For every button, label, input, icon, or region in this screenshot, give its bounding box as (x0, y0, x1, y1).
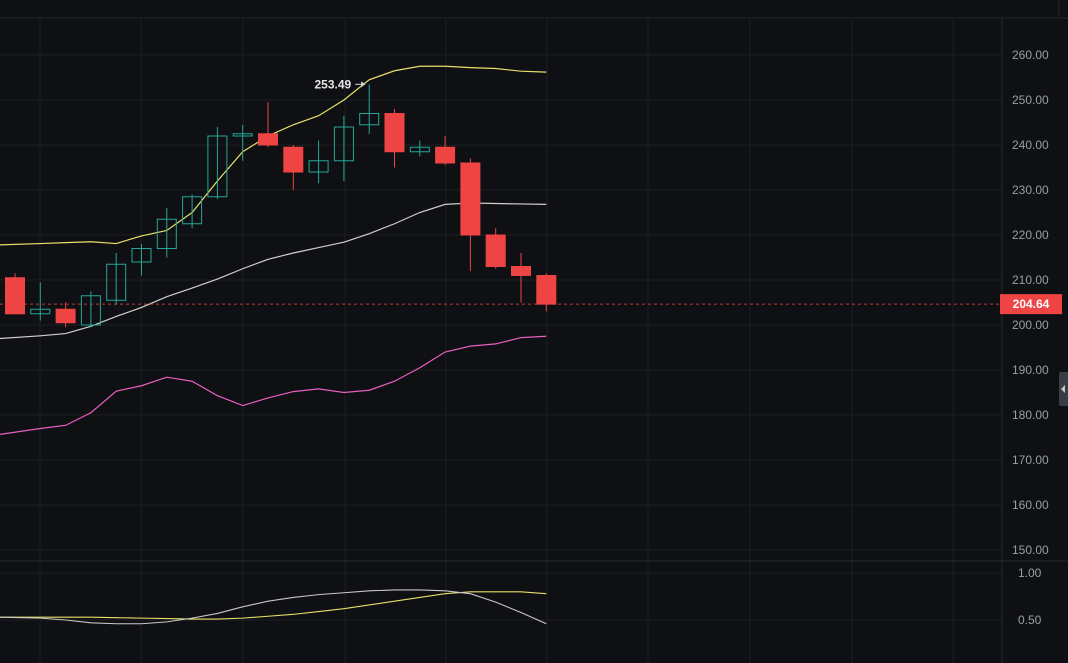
overlay-layer (0, 65, 1002, 435)
candle-body-6 (156, 218, 177, 249)
marker-layer: 253.49 (314, 77, 366, 91)
candle-body-0 (5, 277, 25, 315)
candle-body-21 (536, 275, 557, 305)
overlay-line-1 (0, 202, 547, 340)
candle-body-5 (131, 248, 152, 263)
candle-body-8 (207, 135, 228, 198)
candle-body-4 (106, 263, 127, 301)
candle-body-3 (80, 295, 101, 326)
current-price-label: 204.64 (1013, 297, 1050, 311)
candle-body-19 (485, 234, 506, 267)
price-tick-label: 250.00 (1012, 93, 1049, 107)
max-marker-arrowhead (361, 81, 366, 88)
price-tick-label: 150.00 (1012, 543, 1049, 557)
candle-body-13 (333, 126, 354, 162)
price-tick-label: 170.00 (1012, 453, 1049, 467)
current-price-badge (1000, 294, 1062, 315)
candle-body-11 (283, 146, 304, 173)
candle-body-20 (511, 266, 531, 276)
candle-body-1 (30, 308, 51, 315)
overlay-line-2 (0, 335, 547, 435)
osc-tick-label: 0.50 (1018, 613, 1042, 627)
price-tick-label: 200.00 (1012, 318, 1049, 332)
candle-body-18 (460, 162, 481, 236)
candle-body-7 (182, 196, 203, 225)
osc-tick-label: 1.00 (1018, 566, 1042, 580)
price-tick-label: 240.00 (1012, 138, 1049, 152)
oscillator-line-1 (0, 589, 547, 625)
price-tick-label: 260.00 (1012, 48, 1049, 62)
max-price-label: 253.49 (314, 77, 351, 91)
price-tick-label: 190.00 (1012, 363, 1049, 377)
candle-body-16 (409, 146, 430, 153)
price-tick-label: 210.00 (1012, 273, 1049, 287)
price-axis[interactable]: 260.00 250.00 240.00 230.00 220.00 210.00 200.… (1000, 48, 1062, 627)
price-tick-label: 230.00 (1012, 183, 1049, 197)
candle-body-17 (435, 146, 456, 164)
candle-body-12 (308, 160, 329, 173)
candle-layer (5, 84, 557, 328)
candle-body-15 (384, 113, 405, 153)
candle-body-14 (359, 113, 380, 126)
candle-body-9 (232, 133, 253, 137)
price-tick-label: 180.00 (1012, 408, 1049, 422)
oscillator-layer (0, 589, 547, 625)
candle-body-2 (55, 308, 76, 324)
candle-body-10 (258, 133, 278, 146)
price-scale-collapse-handle[interactable] (1059, 372, 1068, 406)
price-tick-label: 220.00 (1012, 228, 1049, 242)
price-tick-label: 160.00 (1012, 498, 1049, 512)
overlay-line-0 (0, 65, 547, 246)
